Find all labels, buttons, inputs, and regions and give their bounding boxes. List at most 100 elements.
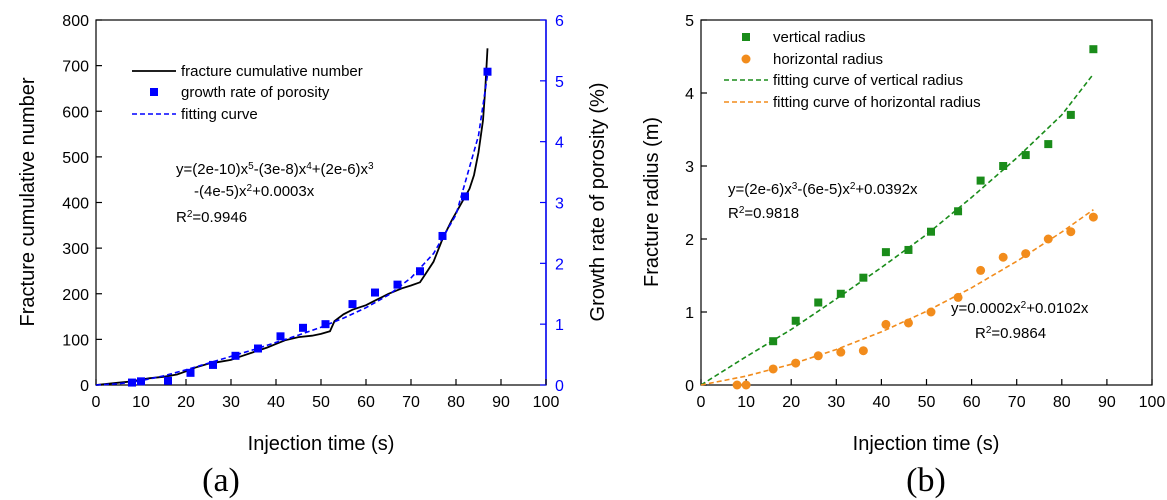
chart-a-y2-axis-title: Growth rate of porosity (%) bbox=[587, 83, 609, 322]
chart-a-x-tick-label: 90 bbox=[492, 394, 510, 411]
chart-b-x-axis-title: Injection time (s) bbox=[853, 433, 1000, 455]
chart-b-x-tick-label: 60 bbox=[963, 394, 981, 411]
chart-b-y-tick-label: 5 bbox=[685, 13, 694, 30]
porosity-point bbox=[276, 332, 285, 341]
horizontal-radius-point bbox=[732, 380, 742, 390]
horizontal-radius-point bbox=[1021, 249, 1031, 259]
chart-b-y-tick-label: 3 bbox=[685, 159, 694, 176]
chart-a-y-axis-title: Fracture cumulative number bbox=[17, 77, 39, 326]
chart-a-y-tick-label: 500 bbox=[62, 150, 89, 167]
horizontal-radius-point bbox=[926, 307, 936, 317]
chart-a-x-tick-label: 10 bbox=[132, 394, 150, 411]
chart-b-x-tick-label: 30 bbox=[827, 394, 845, 411]
chart-b-x-tick-label: 40 bbox=[873, 394, 891, 411]
porosity-point bbox=[348, 300, 357, 309]
porosity-point bbox=[186, 368, 195, 377]
chart-a-y2-tick-label: 4 bbox=[555, 135, 564, 152]
chart-b-y-axis-title: Fracture radius (m) bbox=[641, 117, 663, 287]
vertical-radius-point bbox=[814, 298, 823, 307]
chart-a-y2-tick-label: 3 bbox=[555, 196, 564, 213]
legend-b-vertical-swatch bbox=[742, 33, 750, 41]
chart-b-y-tick-label: 1 bbox=[685, 305, 694, 322]
equation-a-line2: -(4e-5)x2+0.0003x bbox=[194, 183, 315, 201]
horizontal-radius-point bbox=[836, 347, 846, 357]
chart-a-y2-ticks: 0 1 2 3 4 5 6 bbox=[540, 13, 564, 395]
vertical-radius-point bbox=[1066, 110, 1075, 119]
horizontal-radius-point bbox=[741, 380, 751, 390]
equation-b-horizontal: y=0.0002x2+0.0102x bbox=[951, 300, 1089, 318]
porosity-point bbox=[483, 67, 492, 76]
chart-a-y-tick-label: 400 bbox=[62, 196, 89, 213]
chart-a-y-tick-label: 700 bbox=[62, 59, 89, 76]
porosity-point bbox=[299, 323, 307, 332]
chart-a-x-tick-label: 70 bbox=[402, 394, 420, 411]
chart-b-y-tick-label: 4 bbox=[685, 86, 694, 103]
horizontal-radius-point bbox=[858, 346, 868, 356]
porosity-point bbox=[209, 360, 217, 369]
equation-a-line1: y=(2e-10)x5-(3e-8)x4+(2e-6)x3 bbox=[176, 161, 374, 179]
chart-b-equations: y=(2e-6)x3-(6e-5)x2+0.0392x R2=0.9818 y=… bbox=[728, 181, 1089, 343]
vertical-radius-point bbox=[954, 207, 963, 216]
porosity-point bbox=[254, 344, 262, 353]
horizontal-radius-point bbox=[1043, 234, 1053, 244]
legend-b-vertical-label: vertical radius bbox=[773, 29, 866, 46]
horizontal-radius-point bbox=[813, 351, 823, 361]
porosity-point bbox=[321, 320, 330, 329]
porosity-point bbox=[231, 351, 240, 360]
chart-a-panel-label: (a) bbox=[202, 462, 240, 499]
equation-b-vertical: y=(2e-6)x3-(6e-5)x2+0.0392x bbox=[728, 181, 918, 199]
vertical-radius-point bbox=[999, 162, 1008, 170]
chart-a-y2-tick-label: 6 bbox=[555, 13, 564, 30]
chart-b-x-tick-label: 90 bbox=[1098, 394, 1116, 411]
chart-a-cumulative-line bbox=[95, 48, 489, 386]
chart-a: 0 10 20 30 40 50 60 70 80 90 100 01002003004005006… bbox=[17, 13, 609, 499]
chart-b-y-tick-label: 2 bbox=[685, 232, 694, 249]
legend-b-vertical-fit-label: fitting curve of vertical radius bbox=[773, 72, 963, 89]
chart-b-legend: vertical radius horizontal radius fittin… bbox=[724, 29, 981, 111]
chart-a-porosity-points bbox=[128, 67, 492, 387]
porosity-point bbox=[137, 377, 145, 386]
porosity-point bbox=[393, 280, 402, 289]
legend-a-porosity-swatch bbox=[150, 88, 158, 96]
chart-b-x-tick-label: 50 bbox=[918, 394, 936, 411]
chart-b-horizontal-points bbox=[732, 212, 1098, 390]
horizontal-radius-point bbox=[768, 364, 778, 374]
porosity-point bbox=[438, 231, 447, 240]
chart-a-y-tick-label: 300 bbox=[62, 241, 89, 258]
chart-a-equation: y=(2e-10)x5-(3e-8)x4+(2e-6)x3 -(4e-5)x2+… bbox=[176, 161, 374, 227]
horizontal-radius-point bbox=[998, 252, 1008, 262]
chart-b-x-tick-label: 100 bbox=[1139, 394, 1166, 411]
chart-a-x-ticks: 0 10 20 30 40 50 60 70 80 90 100 bbox=[92, 379, 559, 411]
legend-b-horizontal-fit-label: fitting curve of horizontal radius bbox=[773, 94, 981, 111]
horizontal-radius-point bbox=[976, 265, 986, 275]
chart-a-y2-tick-label: 0 bbox=[555, 378, 564, 395]
porosity-point bbox=[371, 288, 379, 297]
chart-a-y-tick-label: 200 bbox=[62, 287, 89, 304]
chart-b-x-tick-label: 10 bbox=[737, 394, 755, 411]
chart-a-y-tick-label: 0 bbox=[80, 378, 89, 395]
chart-a-y-tick-label: 600 bbox=[62, 104, 89, 121]
vertical-radius-point bbox=[1089, 45, 1098, 54]
equation-b-horizontal-r2: R2=0.9864 bbox=[975, 325, 1046, 343]
legend-a-cumulative-label: fracture cumulative number bbox=[181, 63, 363, 80]
porosity-point bbox=[461, 192, 469, 201]
chart-a-x-tick-label: 80 bbox=[447, 394, 465, 411]
vertical-radius-point bbox=[881, 248, 890, 257]
porosity-point bbox=[164, 376, 172, 385]
chart-a-y-ticks: 0 100 200 300 400 500 600 700 800 bbox=[62, 13, 102, 395]
chart-b-y-tick-label: 0 bbox=[685, 378, 694, 395]
vertical-radius-point bbox=[1044, 140, 1053, 149]
vertical-radius-point bbox=[769, 337, 778, 346]
chart-a-legend: fracture cumulative number growth rate o… bbox=[132, 63, 363, 123]
vertical-radius-point bbox=[927, 227, 936, 236]
legend-a-porosity-label: growth rate of porosity bbox=[181, 84, 330, 101]
horizontal-radius-point bbox=[953, 292, 963, 302]
legend-a-fit-label: fitting curve bbox=[181, 106, 258, 123]
equation-a-r2: R2=0.9946 bbox=[176, 209, 247, 227]
vertical-radius-point bbox=[836, 289, 845, 298]
porosity-point bbox=[416, 267, 424, 276]
vertical-radius-point bbox=[859, 273, 868, 282]
chart-a-x-tick-label: 20 bbox=[177, 394, 195, 411]
horizontal-radius-point bbox=[791, 358, 801, 368]
chart-a-x-tick-label: 30 bbox=[222, 394, 240, 411]
